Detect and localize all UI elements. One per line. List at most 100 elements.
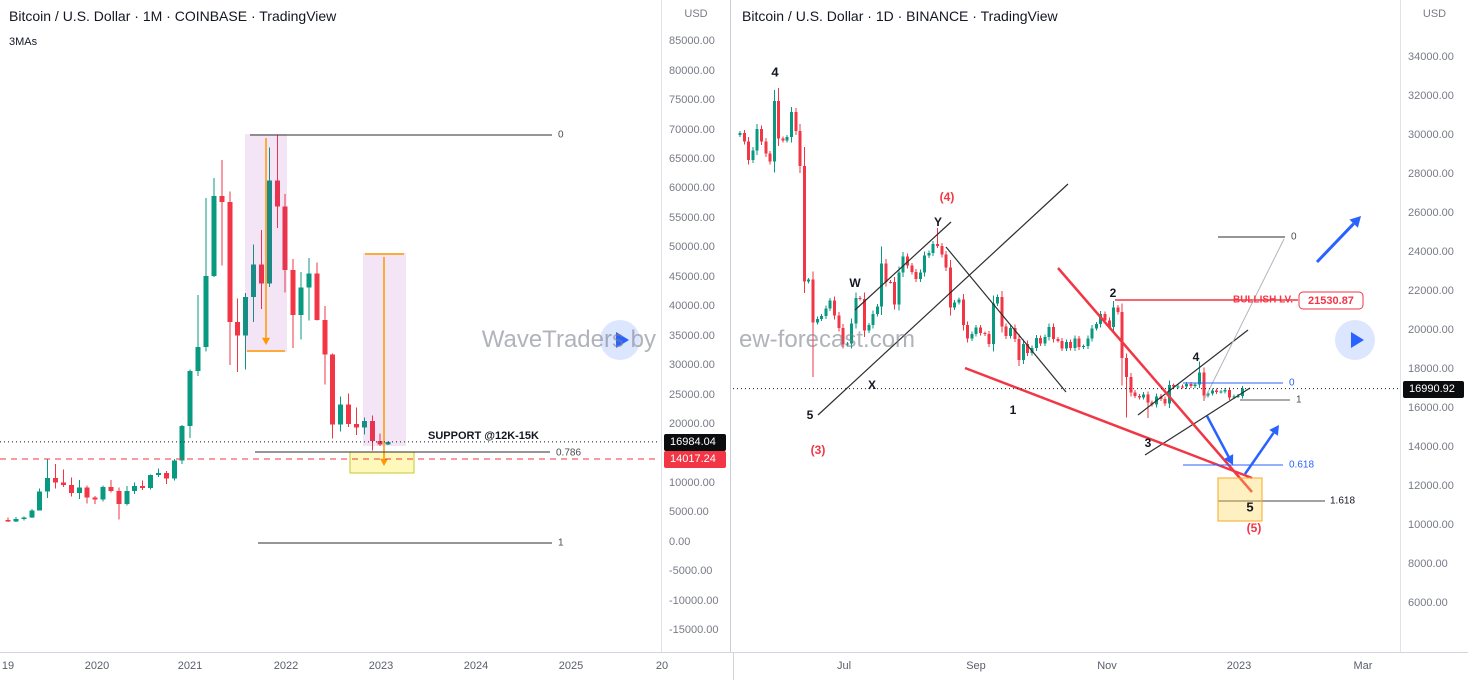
price-axis-left[interactable]: USD 85000.00 80000.00 75000.00 70000.00 6500… [661,0,731,652]
chart-canvas-daily[interactable]: 21530.87 4 (4) Y W X 5 (3) 1 2 3 4 5 (5) BULLISH LV. 0 0… [733,0,1400,652]
time-tick-label: Jul [836,660,852,672]
annotation-text: 1 [1010,403,1017,417]
time-tick-label: 2023 [1226,660,1252,672]
candle-body [346,404,352,424]
chart-pane-daily[interactable]: 21530.87 4 (4) Y W X 5 (3) 1 2 3 4 5 (5) BULLISH LV. 0 0… [733,0,1400,652]
price-tick-label: 32000.00 [1408,89,1454,102]
candle-body [764,141,768,154]
price-tick-label: 0.00 [669,535,691,548]
time-axis-left[interactable]: 19 2020 2021 2022 2023 2024 2025 20 [0,652,733,680]
candle-body [1133,392,1137,396]
candle-body [13,519,19,522]
play-button-right[interactable] [1335,320,1375,360]
annotation-text: 4 [771,65,779,80]
price-axis-right[interactable]: USD 34000.00 32000.00 30000.00 28000.00 2600… [1400,0,1468,652]
annotation-text: 0 [1291,232,1297,243]
price-tick-label: 70000.00 [669,123,715,136]
candle-body [768,153,772,162]
candle-body [781,138,785,141]
price-tick-label: 28000.00 [1408,167,1454,180]
annotation-arrow-head [1349,216,1361,228]
time-tick-label: 2021 [177,660,203,672]
candle-body [45,478,51,492]
candle-body [385,441,391,445]
candle-body [258,264,264,284]
indicator-label-3mas[interactable]: 3MAs [9,36,38,48]
annotation-trendline [964,366,1253,480]
candle-body [1232,396,1236,398]
symbol-title-right[interactable]: Bitcoin / U.S. Dollar · 1D · BINANCE · T… [742,8,1058,24]
candle-body [1094,324,1098,329]
candle-body [867,325,871,331]
candle-body [251,264,257,298]
candle-body [820,316,824,319]
candle-body [850,323,854,344]
candle-body [1228,390,1232,398]
annotation-text: 1.618 [1330,496,1355,507]
annotation-text: (3) [811,443,826,457]
candle-body [751,150,755,161]
price-tick-label: 16000.00 [1408,401,1454,414]
candle-body [785,137,789,141]
annotation-arrow-head [261,337,271,345]
price-tick-label: 60000.00 [669,182,715,195]
candle-body [290,269,296,316]
annotation-text: 1 [1296,395,1302,406]
candle-body [1004,326,1008,336]
price-tick-label: 22000.00 [1408,284,1454,297]
price-tick-label: 75000.00 [669,94,715,107]
candle-body [1172,385,1176,387]
axis-currency-label: USD [1422,8,1447,20]
candle-body [1189,383,1193,386]
candle-body [931,244,935,253]
candle-body [1202,372,1206,396]
annotation-text: 1 [558,538,564,549]
annotation-text: Y [934,215,942,229]
candle-body [1137,395,1141,398]
candle-body [227,201,233,323]
chart-canvas-monthly[interactable]: 0 1 0.786 SUPPORT @12K-15K [0,0,660,652]
candle-body [747,141,751,161]
candle-body [1219,391,1223,393]
annotation-text: 3 [1145,436,1152,450]
candle-body [1051,326,1055,340]
play-button-left[interactable] [600,320,640,360]
price-tick-label: -15000.00 [669,624,719,637]
candle-body [68,485,74,494]
candle-body [330,354,336,425]
annotation-arrow-head [1269,425,1279,436]
candle-body [893,282,897,305]
candle-body [171,460,177,479]
symbol-title-left[interactable]: Bitcoin / U.S. Dollar · 1M · COINBASE · … [9,8,337,24]
candle-body [978,327,982,334]
price-tick-label: 80000.00 [669,64,715,77]
candle-body [798,130,802,166]
candle-body [1056,339,1060,341]
candle-body [219,195,225,202]
time-tick-label: 2020 [84,660,110,672]
candle-body [953,302,957,308]
price-tick-label: 6000.00 [1408,597,1448,610]
annotation-trendline [817,183,1069,416]
candle-body [37,491,43,511]
annotation-arrow-line [1243,432,1275,475]
annotation-zone-box [1217,477,1263,522]
candle-body [314,273,320,321]
candle-body [970,333,974,339]
candle-body [211,195,217,276]
price-tick-label: -10000.00 [669,594,719,607]
time-axis-right[interactable]: Jul Sep Nov 2023 Mar [733,652,1468,680]
candle-body [910,265,914,272]
annotation-text: 2 [1110,286,1117,300]
candle-body [1210,390,1214,394]
candle-body [837,315,841,328]
chart-pane-monthly[interactable]: 0 1 0.786 SUPPORT @12K-15K [0,0,660,652]
candle-body [116,491,122,504]
candle-body [298,287,304,316]
annotation-text: (4) [940,190,955,204]
annotation-trendline [1137,329,1249,416]
candle-body [1215,390,1219,392]
candle-body [369,421,375,441]
candle-body [841,327,845,345]
